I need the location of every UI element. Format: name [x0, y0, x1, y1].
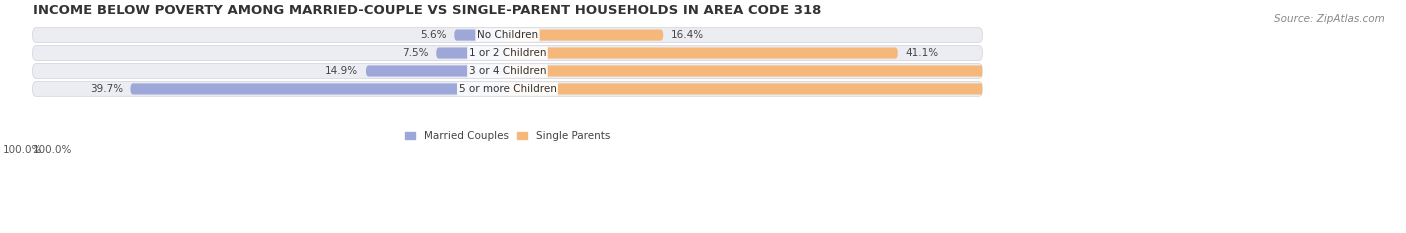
Text: Source: ZipAtlas.com: Source: ZipAtlas.com: [1274, 14, 1385, 24]
Text: No Children: No Children: [477, 30, 538, 40]
FancyBboxPatch shape: [32, 82, 983, 96]
FancyBboxPatch shape: [32, 28, 983, 42]
Text: 5 or more Children: 5 or more Children: [458, 84, 557, 94]
Text: 100.0%: 100.0%: [3, 145, 42, 155]
FancyBboxPatch shape: [508, 83, 1355, 95]
Text: 7.5%: 7.5%: [402, 48, 429, 58]
Text: 5.6%: 5.6%: [420, 30, 447, 40]
FancyBboxPatch shape: [508, 48, 898, 58]
Text: 14.9%: 14.9%: [325, 66, 359, 76]
Text: INCOME BELOW POVERTY AMONG MARRIED-COUPLE VS SINGLE-PARENT HOUSEHOLDS IN AREA CO: INCOME BELOW POVERTY AMONG MARRIED-COUPL…: [32, 4, 821, 17]
Text: 1 or 2 Children: 1 or 2 Children: [468, 48, 547, 58]
Text: 39.7%: 39.7%: [90, 84, 122, 94]
Text: 100.0%: 100.0%: [32, 145, 72, 155]
Text: 89.3%: 89.3%: [1315, 84, 1348, 94]
Legend: Married Couples, Single Parents: Married Couples, Single Parents: [401, 127, 614, 145]
FancyBboxPatch shape: [508, 65, 1118, 77]
FancyBboxPatch shape: [366, 65, 508, 77]
FancyBboxPatch shape: [436, 48, 508, 58]
Text: 3 or 4 Children: 3 or 4 Children: [468, 66, 547, 76]
FancyBboxPatch shape: [32, 46, 983, 60]
Text: 41.1%: 41.1%: [905, 48, 939, 58]
Text: 16.4%: 16.4%: [671, 30, 704, 40]
FancyBboxPatch shape: [131, 83, 508, 95]
FancyBboxPatch shape: [454, 30, 508, 41]
Text: 64.2%: 64.2%: [1077, 66, 1109, 76]
FancyBboxPatch shape: [508, 30, 664, 41]
FancyBboxPatch shape: [32, 64, 983, 78]
